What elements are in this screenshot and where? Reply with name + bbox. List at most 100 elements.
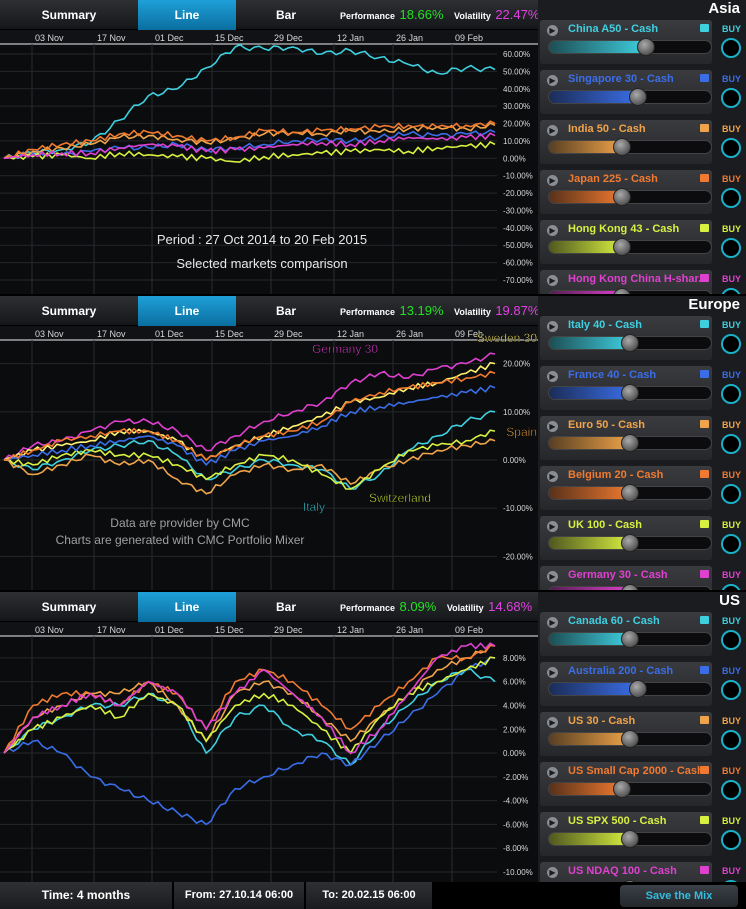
- buy-button[interactable]: BUY: [722, 174, 742, 184]
- swirl-icon[interactable]: [721, 384, 741, 404]
- buy-button[interactable]: BUY: [722, 816, 742, 826]
- expand-arrow-icon[interactable]: ▶: [547, 767, 558, 778]
- expand-arrow-icon[interactable]: ▶: [547, 75, 558, 86]
- tab-summary[interactable]: Summary: [41, 304, 97, 318]
- tab-bar[interactable]: Bar: [275, 600, 296, 614]
- slider-handle[interactable]: [637, 38, 655, 56]
- market-row[interactable]: ▶ Canada 60 - Cash BUY: [538, 610, 746, 660]
- swirl-icon[interactable]: [721, 780, 741, 800]
- buy-button[interactable]: BUY: [722, 666, 742, 676]
- market-row[interactable]: ▶ Hong Kong China H-shar... BUY: [538, 268, 746, 294]
- expand-arrow-icon[interactable]: ▶: [547, 275, 558, 286]
- swirl-icon[interactable]: [721, 534, 741, 554]
- lock-icon[interactable]: [700, 124, 709, 132]
- slider-handle[interactable]: [629, 680, 647, 698]
- expand-arrow-icon[interactable]: ▶: [547, 521, 558, 532]
- swirl-icon[interactable]: [721, 584, 741, 590]
- slider-handle[interactable]: [621, 484, 639, 502]
- to-date[interactable]: To: 20.02.15 06:00: [306, 882, 432, 909]
- slider-handle[interactable]: [613, 188, 631, 206]
- swirl-icon[interactable]: [721, 680, 741, 700]
- lock-icon[interactable]: [700, 224, 709, 232]
- buy-button[interactable]: BUY: [722, 124, 742, 134]
- save-mix-button[interactable]: Save the Mix: [620, 885, 738, 907]
- expand-arrow-icon[interactable]: ▶: [547, 125, 558, 136]
- buy-button[interactable]: BUY: [722, 716, 742, 726]
- buy-button[interactable]: BUY: [722, 24, 742, 34]
- market-row[interactable]: ▶ Belgium 20 - Cash BUY: [538, 464, 746, 514]
- market-row[interactable]: ▶ India 50 - Cash BUY: [538, 118, 746, 168]
- swirl-icon[interactable]: [721, 730, 741, 750]
- swirl-icon[interactable]: [721, 238, 741, 258]
- expand-arrow-icon[interactable]: ▶: [547, 225, 558, 236]
- market-row[interactable]: ▶ China A50 - Cash BUY: [538, 18, 746, 68]
- slider-handle[interactable]: [621, 534, 639, 552]
- weight-slider-track[interactable]: [548, 40, 712, 54]
- buy-button[interactable]: BUY: [722, 274, 742, 284]
- expand-arrow-icon[interactable]: ▶: [547, 371, 558, 382]
- expand-arrow-icon[interactable]: ▶: [547, 25, 558, 36]
- buy-button[interactable]: BUY: [722, 570, 742, 580]
- market-row[interactable]: ▶ US NDAQ 100 - Cash BUY: [538, 860, 746, 882]
- market-row[interactable]: ▶ Japan 225 - Cash BUY: [538, 168, 746, 218]
- market-row[interactable]: ▶ Italy 40 - Cash BUY: [538, 314, 746, 364]
- slider-handle[interactable]: [621, 830, 639, 848]
- slider-handle[interactable]: [621, 730, 639, 748]
- tab-bar[interactable]: Bar: [275, 8, 296, 22]
- swirl-icon[interactable]: [721, 138, 741, 158]
- tab-line[interactable]: Line: [138, 296, 236, 326]
- swirl-icon[interactable]: [721, 434, 741, 454]
- expand-arrow-icon[interactable]: ▶: [547, 321, 558, 332]
- lock-icon[interactable]: [700, 370, 709, 378]
- lock-icon[interactable]: [700, 716, 709, 724]
- lock-icon[interactable]: [700, 766, 709, 774]
- market-row[interactable]: ▶ US 30 - Cash BUY: [538, 710, 746, 760]
- slider-handle[interactable]: [613, 238, 631, 256]
- expand-arrow-icon[interactable]: ▶: [547, 471, 558, 482]
- lock-icon[interactable]: [700, 816, 709, 824]
- expand-arrow-icon[interactable]: ▶: [547, 667, 558, 678]
- swirl-icon[interactable]: [721, 288, 741, 294]
- swirl-icon[interactable]: [721, 88, 741, 108]
- lock-icon[interactable]: [700, 274, 709, 282]
- lock-icon[interactable]: [700, 666, 709, 674]
- slider-handle[interactable]: [629, 88, 647, 106]
- buy-button[interactable]: BUY: [722, 320, 742, 330]
- market-row[interactable]: ▶ Euro 50 - Cash BUY: [538, 414, 746, 464]
- market-row[interactable]: ▶ Singapore 30 - Cash BUY: [538, 68, 746, 118]
- lock-icon[interactable]: [700, 174, 709, 182]
- slider-handle[interactable]: [621, 434, 639, 452]
- lock-icon[interactable]: [700, 420, 709, 428]
- swirl-icon[interactable]: [721, 334, 741, 354]
- tab-bar[interactable]: Bar: [275, 304, 296, 318]
- from-date[interactable]: From: 27.10.14 06:00: [174, 882, 304, 909]
- market-row[interactable]: ▶ US Small Cap 2000 - Cash BUY: [538, 760, 746, 810]
- swirl-icon[interactable]: [721, 188, 741, 208]
- slider-handle[interactable]: [621, 630, 639, 648]
- expand-arrow-icon[interactable]: ▶: [547, 867, 558, 878]
- market-row[interactable]: ▶ Germany 30 - Cash BUY: [538, 564, 746, 590]
- lock-icon[interactable]: [700, 520, 709, 528]
- slider-handle[interactable]: [621, 334, 639, 352]
- buy-button[interactable]: BUY: [722, 866, 742, 876]
- expand-arrow-icon[interactable]: ▶: [547, 571, 558, 582]
- market-row[interactable]: ▶ UK 100 - Cash BUY: [538, 514, 746, 564]
- swirl-icon[interactable]: [721, 630, 741, 650]
- expand-arrow-icon[interactable]: ▶: [547, 717, 558, 728]
- swirl-icon[interactable]: [721, 484, 741, 504]
- lock-icon[interactable]: [700, 24, 709, 32]
- lock-icon[interactable]: [700, 570, 709, 578]
- expand-arrow-icon[interactable]: ▶: [547, 175, 558, 186]
- expand-arrow-icon[interactable]: ▶: [547, 617, 558, 628]
- swirl-icon[interactable]: [721, 830, 741, 850]
- market-row[interactable]: ▶ France 40 - Cash BUY: [538, 364, 746, 414]
- tab-summary[interactable]: Summary: [41, 600, 97, 614]
- market-row[interactable]: ▶ US SPX 500 - Cash BUY: [538, 810, 746, 860]
- buy-button[interactable]: BUY: [722, 420, 742, 430]
- time-range-button[interactable]: Time: 4 months: [0, 882, 172, 909]
- buy-button[interactable]: BUY: [722, 74, 742, 84]
- slider-handle[interactable]: [621, 384, 639, 402]
- lock-icon[interactable]: [700, 470, 709, 478]
- buy-button[interactable]: BUY: [722, 520, 742, 530]
- market-row[interactable]: ▶ Hong Kong 43 - Cash BUY: [538, 218, 746, 268]
